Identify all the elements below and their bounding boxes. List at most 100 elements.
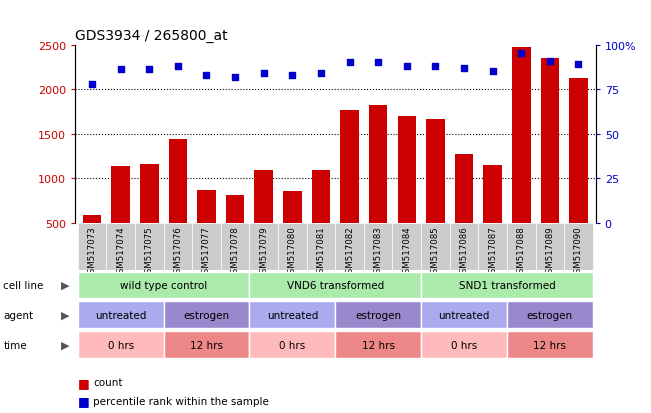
Point [201,72,212,79]
Text: GSM517081: GSM517081 [316,225,326,278]
Bar [483,165,502,268]
Point [258,71,269,77]
Text: ▶: ▶ [61,280,70,290]
Text: 0 hrs: 0 hrs [451,340,477,350]
FancyBboxPatch shape [507,302,593,328]
Bar [283,191,301,268]
FancyBboxPatch shape [536,223,564,271]
Point [316,71,326,77]
Text: untreated: untreated [438,310,490,320]
Text: GSM517078: GSM517078 [230,225,240,278]
FancyBboxPatch shape [421,272,593,299]
FancyBboxPatch shape [421,302,507,328]
Bar [455,154,473,268]
Text: wild type control: wild type control [120,280,207,290]
Point [430,64,441,70]
Bar [197,190,215,268]
Bar [569,79,588,268]
Text: count: count [93,377,122,387]
Text: estrogen: estrogen [355,310,401,320]
Text: GSM517082: GSM517082 [345,225,354,278]
Point [402,64,412,70]
Text: GSM517088: GSM517088 [517,225,526,278]
FancyBboxPatch shape [135,223,163,271]
FancyBboxPatch shape [249,223,278,271]
Bar [140,164,159,268]
Text: GSM517074: GSM517074 [116,225,125,278]
Point [230,74,240,81]
Text: cell line: cell line [3,280,44,290]
Bar [512,48,531,268]
Text: GSM517090: GSM517090 [574,225,583,278]
Bar [226,195,244,268]
Text: GSM517077: GSM517077 [202,225,211,278]
FancyBboxPatch shape [421,223,450,271]
Point [115,67,126,74]
Text: GSM517076: GSM517076 [173,225,182,278]
FancyBboxPatch shape [249,332,335,358]
Text: SND1 transformed: SND1 transformed [458,280,555,290]
FancyBboxPatch shape [364,223,393,271]
Point [545,58,555,65]
Bar [312,171,330,268]
Text: GSM517083: GSM517083 [374,225,383,278]
Bar [83,215,102,268]
Text: GSM517085: GSM517085 [431,225,440,278]
FancyBboxPatch shape [249,272,421,299]
FancyBboxPatch shape [77,272,249,299]
FancyBboxPatch shape [393,223,421,271]
FancyBboxPatch shape [564,223,593,271]
Point [287,72,298,79]
Text: GSM517079: GSM517079 [259,225,268,278]
Text: 12 hrs: 12 hrs [362,340,395,350]
Text: ■: ■ [78,376,90,389]
FancyBboxPatch shape [307,223,335,271]
Text: GDS3934 / 265800_at: GDS3934 / 265800_at [75,29,227,43]
FancyBboxPatch shape [77,223,106,271]
FancyBboxPatch shape [507,332,593,358]
Text: estrogen: estrogen [527,310,573,320]
FancyBboxPatch shape [507,223,536,271]
Bar [369,106,387,268]
Point [488,69,498,75]
Text: GSM517080: GSM517080 [288,225,297,278]
Text: 12 hrs: 12 hrs [190,340,223,350]
FancyBboxPatch shape [163,332,249,358]
FancyBboxPatch shape [478,223,507,271]
Text: percentile rank within the sample: percentile rank within the sample [93,396,269,406]
Text: ▶: ▶ [61,310,70,320]
Bar [255,171,273,268]
Text: GSM517073: GSM517073 [87,225,96,278]
Text: 0 hrs: 0 hrs [107,340,133,350]
Text: estrogen: estrogen [184,310,230,320]
Bar [540,59,559,268]
Point [173,64,183,70]
Text: agent: agent [3,310,33,320]
Text: GSM517075: GSM517075 [145,225,154,278]
Text: VND6 transformed: VND6 transformed [286,280,384,290]
FancyBboxPatch shape [192,223,221,271]
Text: ■: ■ [78,394,90,408]
Bar [398,116,416,268]
Point [144,67,154,74]
Text: untreated: untreated [95,310,146,320]
FancyBboxPatch shape [77,332,163,358]
Text: GSM517089: GSM517089 [546,225,555,278]
FancyBboxPatch shape [249,302,335,328]
FancyBboxPatch shape [421,332,507,358]
Text: ▶: ▶ [61,340,70,350]
Point [87,81,97,88]
FancyBboxPatch shape [163,302,249,328]
Text: 0 hrs: 0 hrs [279,340,305,350]
Point [373,60,383,66]
FancyBboxPatch shape [278,223,307,271]
Point [344,60,355,66]
Text: untreated: untreated [267,310,318,320]
FancyBboxPatch shape [221,223,249,271]
Text: GSM517086: GSM517086 [460,225,469,278]
FancyBboxPatch shape [335,223,364,271]
Bar [426,120,445,268]
FancyBboxPatch shape [163,223,192,271]
Text: time: time [3,340,27,350]
FancyBboxPatch shape [335,302,421,328]
